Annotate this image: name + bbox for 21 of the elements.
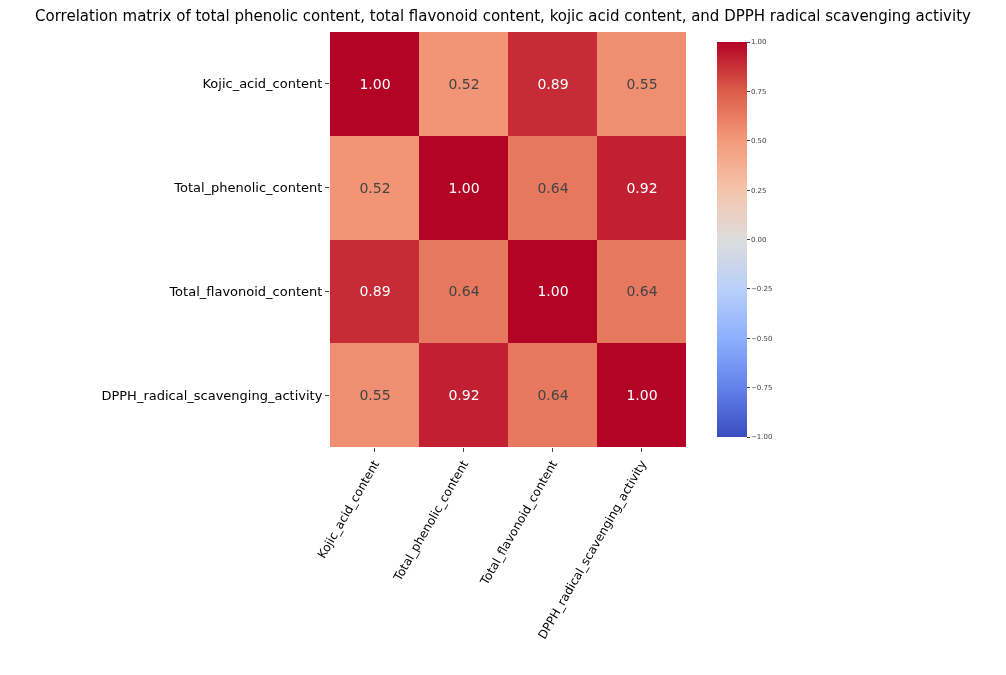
y-tick-label: Total_flavonoid_content <box>168 283 323 299</box>
chart-title: Correlation matrix of total phenolic content, total flavonoid content, kojic acid content, and DPPH radical scavenging activity <box>35 6 972 25</box>
data-label: 1.00 <box>626 386 658 403</box>
data-label: 0.55 <box>626 75 658 92</box>
y-tick-label: Total_phenolic_content <box>173 180 323 196</box>
data-label: 0.89 <box>359 282 391 299</box>
data-label: 0.64 <box>448 282 480 299</box>
data-label: 0.64 <box>537 179 569 196</box>
data-label: 1.00 <box>448 179 480 196</box>
data-label: 1.00 <box>359 75 391 92</box>
data-label: 0.55 <box>359 386 391 403</box>
data-label: 1.00 <box>537 282 569 299</box>
y-tick-label: Kojic_acid_content <box>202 76 323 92</box>
data-label: 0.64 <box>537 386 569 403</box>
data-label: 0.92 <box>448 386 480 403</box>
data-label: 0.92 <box>626 179 658 196</box>
y-tick-label: DPPH_radical_scavenging_activity <box>101 387 323 403</box>
data-label: 0.64 <box>626 282 658 299</box>
data-label: 0.52 <box>359 179 391 196</box>
data-label: 0.89 <box>537 75 569 92</box>
data-label: 0.52 <box>448 75 480 92</box>
